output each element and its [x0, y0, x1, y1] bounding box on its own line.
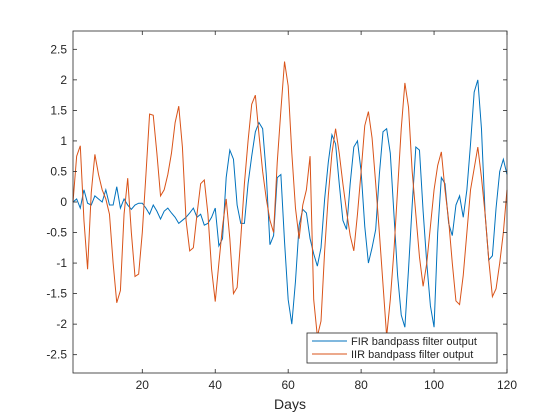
- legend-label-fir: FIR bandpass filter output: [351, 336, 477, 348]
- plot-area: [73, 31, 507, 373]
- x-tick-label: 40: [209, 378, 223, 392]
- y-tick-label: 2.5: [50, 42, 67, 56]
- x-tick-label: 120: [497, 378, 517, 392]
- y-tick-label: -0.5: [46, 226, 67, 240]
- series-line-iir: [72, 61, 508, 337]
- series-layer: [72, 61, 508, 337]
- y-axis-ticks: -2.5 -2 -1.5 -1 -0.5 0 0.5 1 1.5 2 2.5: [46, 42, 507, 362]
- y-tick-label: -2.5: [46, 348, 67, 362]
- y-tick-label: 0: [60, 195, 67, 209]
- x-tick-label: 60: [281, 378, 295, 392]
- y-tick-label: -2: [56, 317, 67, 331]
- y-tick-label: 0.5: [50, 164, 67, 178]
- legend: FIR bandpass filter output IIR bandpass …: [306, 332, 498, 364]
- y-tick-label: 2: [60, 73, 67, 87]
- y-tick-label: 1: [60, 134, 67, 148]
- y-tick-label: -1.5: [46, 287, 67, 301]
- x-tick-label: 100: [424, 378, 444, 392]
- x-tick-label: 80: [354, 378, 368, 392]
- legend-label-iir: IIR bandpass filter output: [351, 349, 473, 361]
- x-axis-ticks: 20 40 60 80 100 120: [136, 31, 517, 392]
- y-tick-label: -1: [56, 256, 67, 270]
- x-tick-label: 20: [136, 378, 150, 392]
- y-tick-label: 1.5: [50, 103, 67, 117]
- legend-box: [306, 332, 498, 364]
- x-axis-label: Days: [274, 396, 306, 412]
- series-line-fir: [72, 79, 508, 328]
